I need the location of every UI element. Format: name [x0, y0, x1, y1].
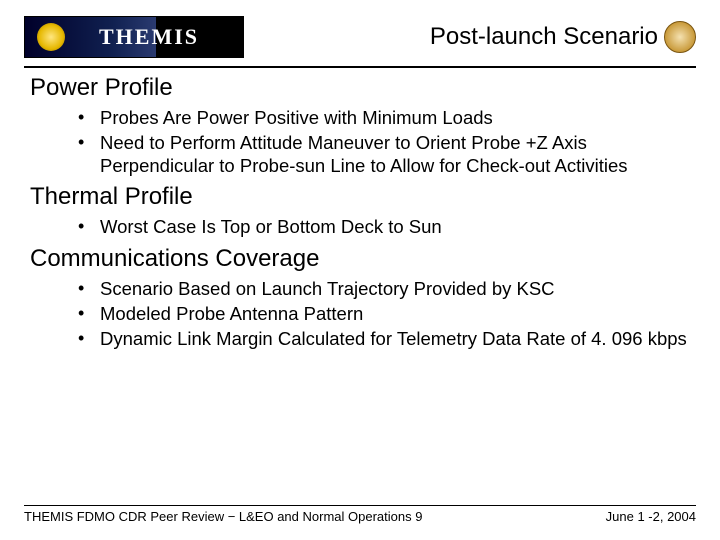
- slide-content: Power Profile Probes Are Power Positive …: [24, 74, 696, 350]
- list-item: Modeled Probe Antenna Pattern: [78, 302, 690, 325]
- footer-left: THEMIS FDMO CDR Peer Review − L&EO and N…: [24, 509, 422, 524]
- header-divider: [24, 66, 696, 68]
- sun-icon: [37, 23, 65, 51]
- bullet-list-comms: Scenario Based on Launch Trajectory Prov…: [30, 277, 690, 350]
- title-area: Post-launch Scenario: [244, 21, 696, 53]
- list-item: Worst Case Is Top or Bottom Deck to Sun: [78, 215, 690, 238]
- bullet-list-power: Probes Are Power Positive with Minimum L…: [30, 106, 690, 177]
- page-title: Post-launch Scenario: [430, 23, 658, 51]
- mission-emblem-icon: [664, 21, 696, 53]
- list-item: Probes Are Power Positive with Minimum L…: [78, 106, 690, 129]
- section-heading-comms: Communications Coverage: [30, 245, 690, 273]
- themis-logo: THEMIS: [24, 16, 244, 58]
- list-item: Scenario Based on Launch Trajectory Prov…: [78, 277, 690, 300]
- list-item: Need to Perform Attitude Maneuver to Ori…: [78, 131, 690, 177]
- logo-text: THEMIS: [99, 24, 199, 50]
- bullet-list-thermal: Worst Case Is Top or Bottom Deck to Sun: [30, 215, 690, 238]
- list-item: Dynamic Link Margin Calculated for Telem…: [78, 327, 690, 350]
- footer-row: THEMIS FDMO CDR Peer Review − L&EO and N…: [24, 509, 696, 524]
- slide-footer: THEMIS FDMO CDR Peer Review − L&EO and N…: [24, 505, 696, 524]
- slide-header: THEMIS Post-launch Scenario: [24, 12, 696, 62]
- slide: THEMIS Post-launch Scenario Power Profil…: [0, 0, 720, 540]
- section-heading-power: Power Profile: [30, 74, 690, 102]
- footer-divider: [24, 505, 696, 506]
- footer-right: June 1 -2, 2004: [606, 509, 696, 524]
- section-heading-thermal: Thermal Profile: [30, 183, 690, 211]
